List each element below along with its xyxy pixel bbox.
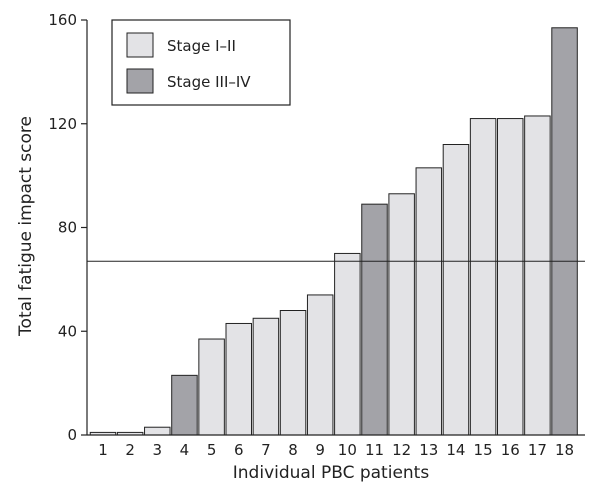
- x-tick-label: 8: [288, 441, 298, 459]
- x-tick-label: 18: [555, 441, 574, 459]
- x-tick-label: 10: [338, 441, 357, 459]
- x-tick-label: 4: [180, 441, 190, 459]
- y-tick-label: 0: [67, 426, 77, 444]
- x-tick-label: 11: [365, 441, 384, 459]
- bars-group: [89, 27, 578, 436]
- bar-patient-15: [469, 118, 497, 436]
- bar-patient-3: [144, 426, 171, 436]
- bar-patient-5: [198, 338, 225, 436]
- legend-swatch-stage-3-4: [126, 68, 154, 94]
- legend: Stage I–II Stage III–IV: [111, 19, 291, 106]
- x-tick-label: 15: [474, 441, 493, 459]
- legend-swatch-stage-1-2: [126, 32, 154, 58]
- x-tick-label: 17: [528, 441, 547, 459]
- bar-patient-16: [497, 118, 524, 436]
- y-tick-label: 80: [58, 219, 77, 237]
- bar-patient-9: [306, 294, 334, 436]
- y-tick-label: 160: [48, 11, 77, 29]
- bar-patient-7: [252, 317, 280, 436]
- x-tick-label: 2: [125, 441, 135, 459]
- axes-group: [81, 19, 585, 436]
- bar-patient-12: [388, 193, 415, 436]
- x-tick-label: 6: [234, 441, 244, 459]
- bar-patient-13: [415, 167, 443, 436]
- y-axis-title: Total fatigue impact score: [16, 116, 36, 337]
- x-tick-label: 12: [392, 441, 411, 459]
- bar-patient-8: [279, 310, 307, 436]
- bar-patient-10: [334, 252, 361, 436]
- y-tick-label: 40: [58, 322, 77, 340]
- bar-patient-14: [442, 144, 470, 436]
- x-tick-label: 1: [98, 441, 108, 459]
- x-axis-title: Individual PBC patients: [233, 463, 430, 483]
- bar-patient-11: [361, 203, 388, 436]
- x-tick-label: 9: [315, 441, 325, 459]
- x-tick-label: 7: [261, 441, 271, 459]
- legend-label-stage-1-2: Stage I–II: [167, 37, 236, 55]
- bar-patient-18: [551, 27, 578, 436]
- x-tick-label: 14: [446, 441, 465, 459]
- bar-patient-4: [171, 374, 198, 436]
- legend-label-stage-3-4: Stage III–IV: [167, 73, 251, 91]
- bar-patient-17: [524, 115, 551, 436]
- x-tick-label: 13: [419, 441, 438, 459]
- x-tick-label: 3: [153, 441, 163, 459]
- y-tick-label: 120: [48, 115, 77, 133]
- x-tick-label: 5: [207, 441, 217, 459]
- bar-patient-6: [225, 322, 252, 436]
- x-tick-label: 16: [501, 441, 520, 459]
